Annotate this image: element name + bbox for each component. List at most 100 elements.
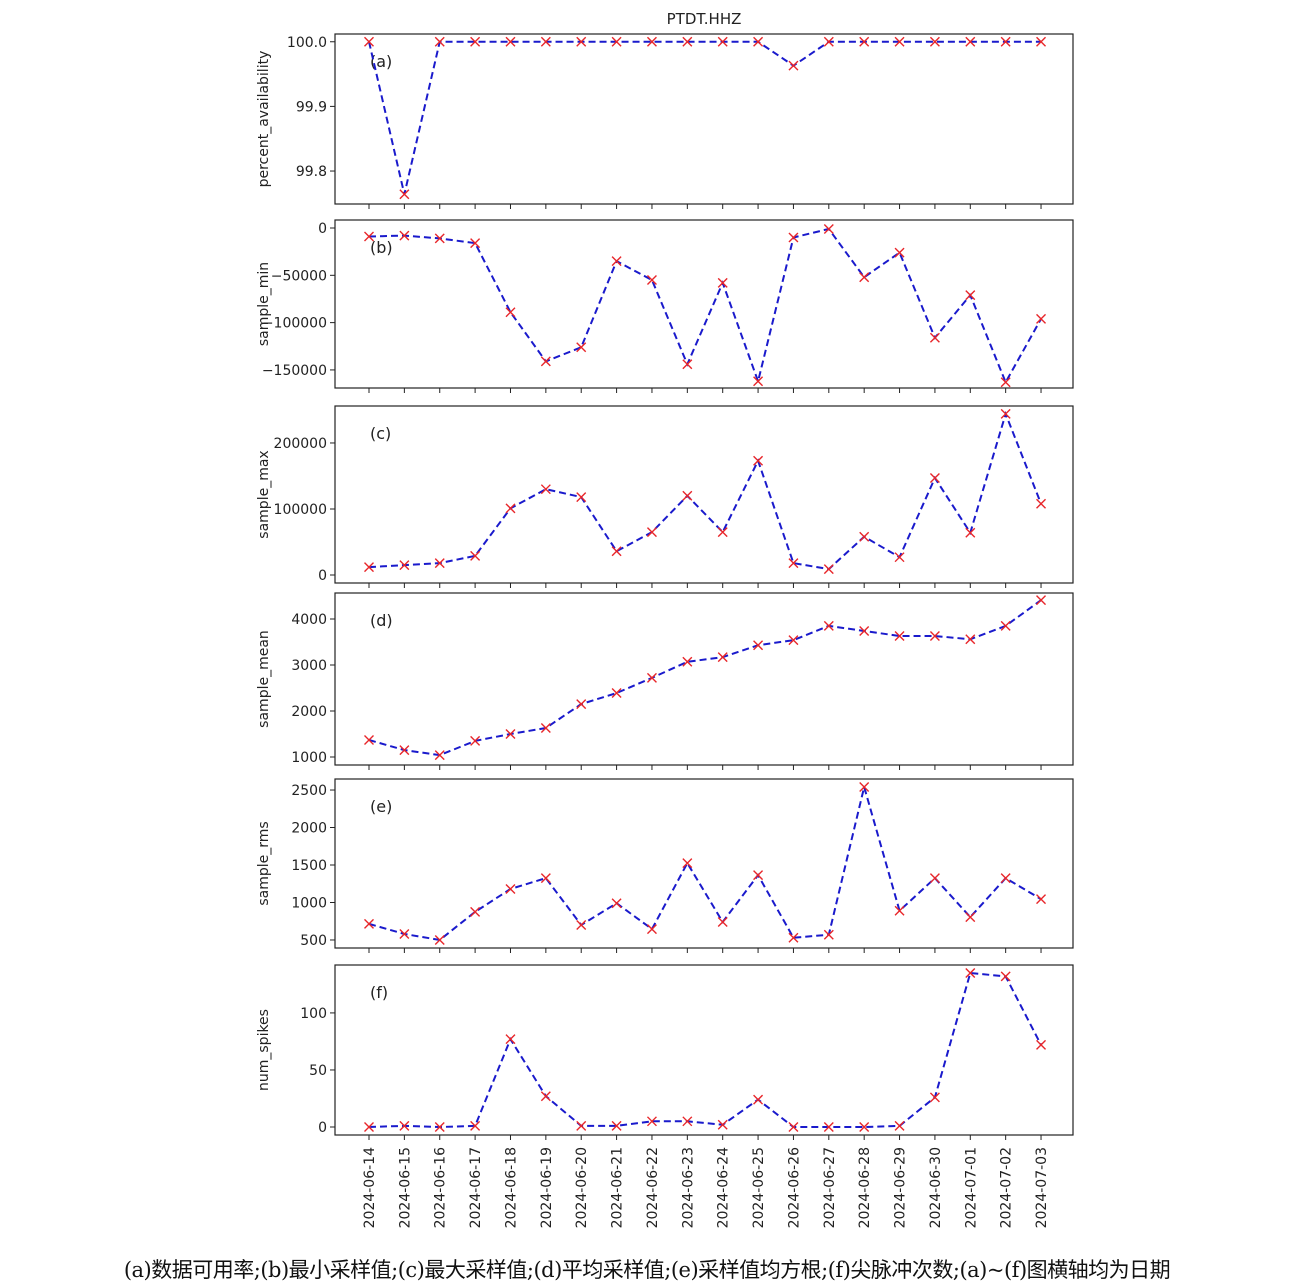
panel-label: (a) [370,52,392,71]
data-point [717,527,728,538]
data-point [434,934,445,945]
data-point [540,723,551,734]
y-tick-label: 0 [318,1120,327,1136]
data-point [434,233,445,244]
data-point [540,36,551,47]
data-point [611,1120,622,1131]
x-tick-label: 2024-06-29 [893,1147,909,1228]
data-point [929,631,940,642]
x-tick-label: 2024-06-18 [503,1147,519,1228]
x-tick-label: 2024-06-20 [574,1147,590,1228]
data-point [576,699,587,710]
y-axis-label: num_spikes [256,1009,272,1091]
data-point [646,527,657,538]
data-point [788,932,799,943]
data-point [859,531,870,542]
data-point [717,36,728,47]
data-point [929,873,940,884]
data-point [646,924,657,935]
data-point [646,275,657,286]
data-point [929,36,940,47]
data-point [682,36,693,47]
x-tick-label: 2024-06-22 [645,1147,661,1228]
data-point [717,652,728,663]
data-point [576,919,587,930]
data-point [540,356,551,367]
data-point [364,1122,374,1133]
data-point [823,620,834,631]
data-point [965,634,976,645]
y-tick-label: 4000 [291,612,327,628]
y-tick-label: 1000 [291,750,327,766]
panel-frame [334,778,1074,949]
x-tick-label: 2024-06-16 [433,1147,449,1228]
x-tick-label: 2024-06-23 [680,1147,696,1228]
data-point [611,898,622,909]
data-point [1000,408,1011,419]
panel-label: (b) [370,238,393,257]
data-point [1036,313,1047,324]
data-point [1000,36,1011,47]
y-axis-label: sample_mean [256,630,272,728]
panel-frame [334,219,1074,389]
data-point [788,558,799,569]
chart-title: PTDT.HHZ [667,10,742,28]
data-point [434,750,445,761]
data-point [788,1122,799,1133]
data-point [399,189,410,200]
x-tick-label: 2024-06-19 [539,1147,555,1228]
y-tick-label: −50000 [271,268,327,284]
data-point [753,1094,764,1105]
y-tick-label: 500 [300,933,327,949]
y-tick-label: 2000 [291,704,327,720]
data-point [823,1122,834,1133]
data-point [788,232,799,243]
data-point [717,916,728,927]
data-point [470,906,481,917]
data-point [505,36,516,47]
data-point [859,272,870,283]
y-tick-label: 2500 [291,783,327,799]
y-tick-label: −150000 [262,363,327,379]
y-tick-label: 3000 [291,658,327,674]
data-point [788,60,799,71]
panel-frame [334,33,1074,205]
panel-frame [334,592,1074,766]
x-tick-label: 2024-07-01 [963,1147,979,1228]
data-point [505,1034,516,1045]
data-point [434,36,445,47]
panel-label: (e) [370,797,392,816]
data-point [646,672,657,683]
x-tick-label: 2024-07-02 [999,1147,1015,1228]
data-point [611,36,622,47]
data-point [717,277,728,288]
data-point [753,36,764,47]
y-tick-label: 100000 [274,502,327,518]
data-point [894,905,905,916]
data-point [470,238,481,249]
data-point [682,490,693,501]
data-point [965,290,976,301]
y-tick-label: 0 [318,221,327,237]
x-tick-label: 2024-06-25 [751,1147,767,1228]
data-point [788,635,799,646]
data-point [646,1116,657,1127]
data-point [364,562,374,573]
data-point [1036,36,1047,47]
series-line [368,599,1042,757]
x-tick-label: 2024-06-24 [716,1147,732,1228]
data-point [717,1119,728,1130]
data-point [470,550,481,561]
panel-frame [334,964,1074,1136]
data-point [894,1120,905,1131]
data-point [929,1092,940,1103]
data-point [364,231,374,242]
y-tick-label: 100.0 [287,35,327,51]
data-point [399,1120,410,1131]
data-point [505,307,516,318]
data-point [470,735,481,746]
data-point [1036,1039,1047,1050]
data-point [1000,971,1011,982]
data-point [364,734,374,745]
y-tick-label: 50 [309,1063,327,1079]
